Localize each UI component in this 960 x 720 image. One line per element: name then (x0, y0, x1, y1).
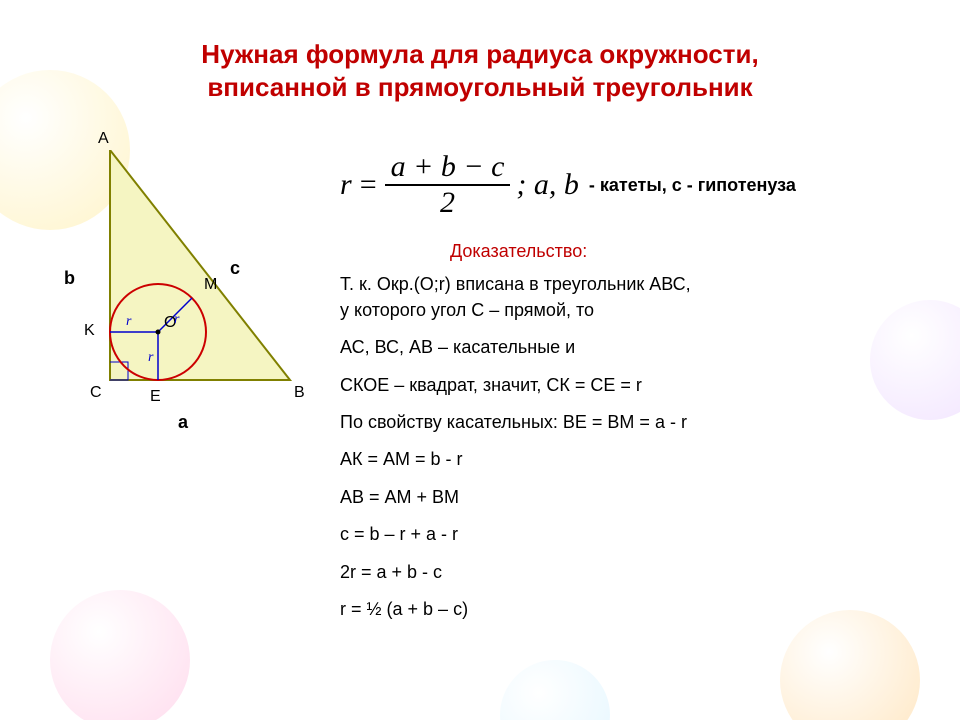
balloon (500, 660, 610, 720)
point-label-C: C (90, 384, 102, 402)
proof-line: у которого угол С – прямой, то (340, 299, 930, 322)
side-label-b: b (64, 268, 75, 289)
point-label-K: K (84, 322, 95, 340)
point-label-M: M (204, 276, 217, 294)
diagram-svg (70, 150, 330, 450)
proof-line: АС, ВС, АВ – касательные и (340, 336, 930, 359)
proof-line: 2r = a + b - c (340, 561, 930, 584)
center-dot (156, 330, 161, 335)
formula-tail: ; a, b (516, 168, 579, 202)
radius-label: r (126, 314, 131, 330)
triangle (110, 150, 290, 380)
proof-line: АК = АМ = b - r (340, 448, 930, 471)
point-label-B: B (294, 384, 305, 402)
proof-line: СКОЕ – квадрат, значит, СК = СЕ = r (340, 374, 930, 397)
page-title: Нужная формула для радиуса окружности, в… (0, 38, 960, 103)
formula-denominator: 2 (434, 186, 461, 220)
proof-line: По свойству касательных: ВЕ = ВМ = а - r (340, 411, 930, 434)
formula-lhs: r (340, 168, 352, 202)
proof-header: Доказательство: (450, 240, 930, 263)
formula-numerator: a + b − c (385, 150, 511, 186)
proof-line: Т. к. Окр.(О;r) вписана в треугольник АВ… (340, 273, 930, 296)
proof-line: r = ½ (a + b – c) (340, 598, 930, 621)
main-formula: r = a + b − c 2 ; a, b - катеты, с - гип… (340, 150, 796, 220)
point-label-A: A (98, 130, 109, 148)
point-label-E: E (150, 388, 161, 406)
title-line-1: Нужная формула для радиуса окружности, (201, 39, 758, 69)
balloon (50, 590, 190, 720)
proof-block: Доказательство: Т. к. Окр.(О;r) вписана … (340, 240, 930, 635)
proof-line: c = b – r + a - r (340, 523, 930, 546)
title-line-2: вписанной в прямоугольный треугольник (207, 72, 752, 102)
radius-label: r (174, 312, 179, 328)
proof-line: АВ = АМ + ВМ (340, 486, 930, 509)
triangle-diagram: ACBKMOE abc rrr (70, 150, 330, 450)
side-label-c: c (230, 258, 240, 279)
formula-legend: - катеты, с - гипотенуза (589, 175, 796, 196)
radius-label: r (148, 350, 153, 366)
formula-fraction: a + b − c 2 (385, 150, 511, 220)
side-label-a: a (178, 412, 188, 433)
